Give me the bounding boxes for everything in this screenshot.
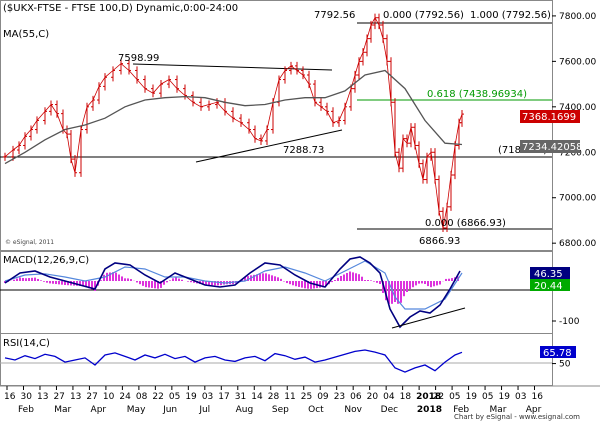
price-tick-label: 7200.00 bbox=[559, 148, 596, 158]
rsi-line bbox=[4, 349, 463, 373]
date-month-label: Aug bbox=[236, 405, 254, 415]
date-day-label: 22 bbox=[152, 392, 163, 402]
date-day-label: 09 bbox=[317, 392, 329, 402]
date-month-label: Nov bbox=[344, 405, 362, 415]
macd-value-tag bbox=[530, 267, 570, 279]
date-day-label: 23 bbox=[334, 392, 345, 402]
date-day-label: 19 bbox=[185, 392, 197, 402]
signal-value-tag bbox=[530, 279, 570, 291]
fib-618-label: 0.618 (7438.96934) bbox=[427, 89, 527, 100]
last-price-value: 7368.1699 bbox=[522, 112, 576, 123]
date-day-label: 13 bbox=[70, 392, 81, 402]
date-axis: 16 30 13 27 13 27 10 24 08 22 05 19 03 17 31 14 28 11 25 09… bbox=[4, 386, 543, 415]
date-month-label: Feb bbox=[18, 405, 34, 415]
date-day-label: 17 bbox=[218, 392, 229, 402]
ma-value-tag bbox=[520, 140, 580, 153]
date-day-label: 13 bbox=[37, 392, 48, 402]
level-7288-label: 7288.73 bbox=[283, 145, 324, 156]
date-day-label: 06 bbox=[350, 392, 362, 402]
date-day-label: 25 bbox=[301, 392, 312, 402]
date-day-label: 05 bbox=[482, 392, 493, 402]
date-day-label: 19 bbox=[499, 392, 511, 402]
ma-55-line bbox=[4, 69, 463, 165]
fib-0-bottom-label: 0.000 (6866.93) bbox=[425, 218, 506, 229]
date-day-label: 31 bbox=[235, 392, 246, 402]
signal-value: 20.44 bbox=[534, 281, 563, 292]
price-axis: 7800.00 7600.00 7400.00 7200.00 7000.00 6800.… bbox=[552, 12, 596, 249]
date-month-label: Mar bbox=[54, 405, 71, 415]
upper-trendline bbox=[132, 63, 333, 71]
date-day-label: 04 bbox=[383, 392, 395, 402]
date-month-label: Apr bbox=[91, 405, 107, 415]
date-month-label: Mar bbox=[489, 405, 506, 415]
rsi-panel-frame bbox=[0, 333, 553, 386]
macd-title: MACD(12,26,9,C) bbox=[3, 255, 89, 266]
macd-signal-line bbox=[4, 260, 463, 310]
watermark: © eSignal, 2011 bbox=[5, 239, 54, 246]
date-day-label: 16 bbox=[532, 392, 544, 402]
date-day-label: 03 bbox=[202, 392, 213, 402]
date-month-label: Jun bbox=[162, 405, 177, 415]
macd-tick-label: -100 bbox=[559, 317, 580, 327]
date-day-label: 19 bbox=[466, 392, 478, 402]
level-7598-label: 7598.99 bbox=[118, 53, 159, 64]
rsi-value: 65.78 bbox=[543, 348, 572, 359]
last-price-tag bbox=[520, 110, 580, 123]
date-day-label: 05 bbox=[449, 392, 460, 402]
date-day-label: 28 bbox=[268, 392, 280, 402]
date-day-label: 27 bbox=[86, 392, 97, 402]
date-day-label: 2018 bbox=[416, 392, 441, 402]
date-day-label: 10 bbox=[103, 392, 115, 402]
trendlines bbox=[0, 22, 552, 230]
date-day-label: 27 bbox=[53, 392, 64, 402]
date-day-label: 08 bbox=[136, 392, 148, 402]
fib-1-label: 1.000 (7792.56) bbox=[470, 10, 551, 21]
date-month-label: Feb bbox=[453, 405, 469, 415]
rsi-axis: 50 bbox=[552, 360, 571, 370]
ma-value: 7234.42058 bbox=[522, 142, 582, 153]
macd-trendline bbox=[391, 307, 466, 329]
price-tick-label: 7600.00 bbox=[559, 57, 596, 67]
date-day-label: 24 bbox=[119, 392, 131, 402]
price-close-line bbox=[4, 16, 463, 229]
date-day-label: 16 bbox=[4, 392, 16, 402]
price-panel-frame bbox=[0, 0, 553, 251]
date-month-label: 2018 bbox=[417, 405, 442, 415]
fib-0-top-label: 0.000 (7792.56) bbox=[383, 10, 464, 21]
high-label: 7792.56 bbox=[314, 10, 355, 21]
date-day-label: 20 bbox=[367, 392, 379, 402]
rsi-value-tag bbox=[540, 346, 576, 358]
ma-label: MA(55,C) bbox=[3, 29, 49, 40]
date-day-label: 30 bbox=[20, 392, 32, 402]
date-day-label: 18 bbox=[400, 392, 412, 402]
price-tick-label: 7800.00 bbox=[559, 12, 596, 22]
rsi-tick-label: 50 bbox=[559, 360, 571, 370]
date-day-label: 11 bbox=[284, 392, 295, 402]
rsi-title: RSI(14,C) bbox=[3, 338, 50, 349]
date-day-label: 05 bbox=[169, 392, 180, 402]
macd-value: 46.35 bbox=[534, 269, 563, 280]
low-label: 6866.93 bbox=[419, 236, 460, 247]
date-month-label: Oct bbox=[308, 405, 324, 415]
date-month-label: May bbox=[127, 405, 146, 415]
price-tick-label: 6800.00 bbox=[559, 239, 596, 249]
date-day-label: 22 bbox=[433, 392, 444, 402]
date-month-label: Apr bbox=[526, 405, 542, 415]
date-day-label: 03 bbox=[515, 392, 526, 402]
date-month-label: Jul bbox=[198, 405, 210, 415]
date-day-label: 14 bbox=[251, 392, 263, 402]
price-tick-label: 7400.00 bbox=[559, 103, 596, 113]
price-bars bbox=[3, 13, 464, 233]
date-month-label: Sep bbox=[272, 405, 289, 415]
date-month-label: Dec bbox=[381, 405, 398, 415]
price-tick-label: 7000.00 bbox=[559, 194, 596, 204]
footer-credit: Chart by eSignal - www.esignal.com bbox=[454, 413, 580, 421]
chart-title: ($UKX-FTSE - FTSE 100,D) Dynamic,0:00-24… bbox=[3, 3, 238, 14]
